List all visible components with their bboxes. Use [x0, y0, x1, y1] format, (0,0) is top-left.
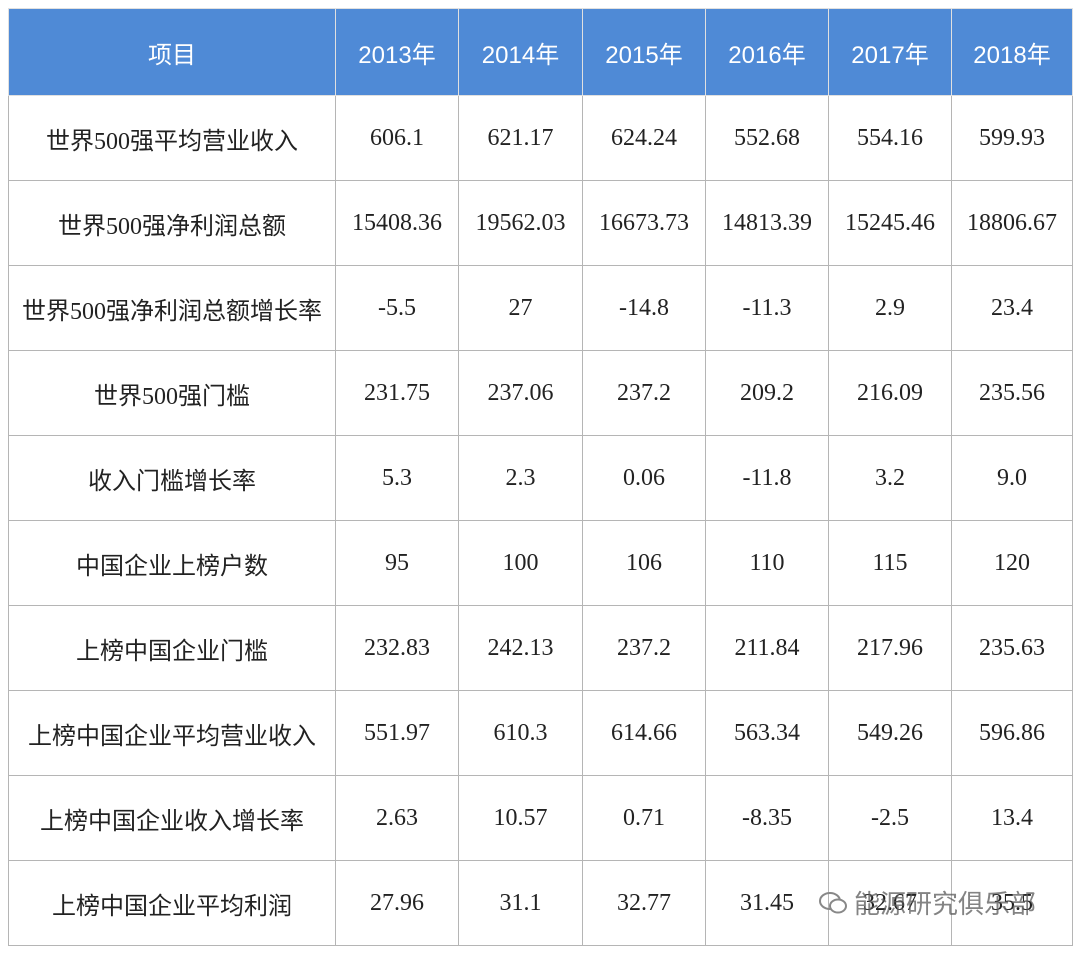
value-cell: 552.68	[705, 95, 829, 181]
row-label: 世界500强平均营业收入	[8, 95, 336, 181]
value-cell: 23.4	[951, 265, 1073, 351]
value-cell: 554.16	[828, 95, 952, 181]
table-row: 上榜中国企业平均利润 27.96 31.1 32.77 31.45 32.67 35.5	[8, 860, 1073, 946]
table-row: 上榜中国企业平均营业收入 551.97 610.3 614.66 563.34 549.2…	[8, 690, 1073, 776]
row-label: 世界500强净利润总额增长率	[8, 265, 336, 351]
value-cell: 18806.67	[951, 180, 1073, 266]
table-row: 世界500强平均营业收入 606.1 621.17 624.24 552.68 554.1…	[8, 95, 1073, 181]
row-label: 世界500强净利润总额	[8, 180, 336, 266]
value-cell: 549.26	[828, 690, 952, 776]
table-row: 收入门槛增长率 5.3 2.3 0.06 -11.8 3.2 9.0	[8, 435, 1073, 521]
watermark: 能源研究俱乐部	[818, 884, 1036, 921]
value-cell: 610.3	[458, 690, 583, 776]
value-cell: 27	[458, 265, 583, 351]
header-cell: 2016年	[705, 8, 829, 96]
value-cell: -11.8	[705, 435, 829, 521]
table-row: 中国企业上榜户数 95 100 106 110 115 120	[8, 520, 1073, 606]
value-cell: -8.35	[705, 775, 829, 861]
value-cell: 19562.03	[458, 180, 583, 266]
value-cell: 14813.39	[705, 180, 829, 266]
value-cell: 115	[828, 520, 952, 606]
header-cell: 2017年	[828, 8, 952, 96]
table-row: 世界500强净利润总额增长率 -5.5 27 -14.8 -11.3 2.9 23.4	[8, 265, 1073, 351]
table-row: 世界500强门槛 231.75 237.06 237.2 209.2 216.09 235.…	[8, 350, 1073, 436]
value-cell: 5.3	[335, 435, 459, 521]
header-cell: 项目	[8, 8, 336, 96]
value-cell: 31.1	[458, 860, 583, 946]
value-cell: 100	[458, 520, 583, 606]
value-cell: 232.83	[335, 605, 459, 691]
value-cell: 235.63	[951, 605, 1073, 691]
value-cell: 563.34	[705, 690, 829, 776]
value-cell: 209.2	[705, 350, 829, 436]
value-cell: 235.56	[951, 350, 1073, 436]
row-label: 中国企业上榜户数	[8, 520, 336, 606]
table-row: 世界500强净利润总额 15408.36 19562.03 16673.73 14813…	[8, 180, 1073, 266]
row-label: 上榜中国企业平均营业收入	[8, 690, 336, 776]
value-cell: 10.57	[458, 775, 583, 861]
row-label: 上榜中国企业收入增长率	[8, 775, 336, 861]
value-cell: 606.1	[335, 95, 459, 181]
row-label: 收入门槛增长率	[8, 435, 336, 521]
wechat-icon	[819, 891, 847, 913]
value-cell: 32.77	[582, 860, 706, 946]
value-cell: 614.66	[582, 690, 706, 776]
value-cell: 621.17	[458, 95, 583, 181]
value-cell: 237.2	[582, 350, 706, 436]
value-cell: 16673.73	[582, 180, 706, 266]
value-cell: 2.3	[458, 435, 583, 521]
value-cell: 596.86	[951, 690, 1073, 776]
value-cell: 2.9	[828, 265, 952, 351]
watermark-text: 能源研究俱乐部	[854, 890, 1037, 920]
value-cell: 13.4	[951, 775, 1073, 861]
table-row: 上榜中国企业收入增长率 2.63 10.57 0.71 -8.35 -2.5 13.4	[8, 775, 1073, 861]
value-cell: 624.24	[582, 95, 706, 181]
value-cell: 237.06	[458, 350, 583, 436]
value-cell: 0.71	[582, 775, 706, 861]
value-cell: -11.3	[705, 265, 829, 351]
value-cell: 599.93	[951, 95, 1073, 181]
value-cell: 35.5	[951, 860, 1073, 946]
row-label: 上榜中国企业门槛	[8, 605, 336, 691]
header-cell: 2015年	[582, 8, 706, 96]
row-label: 世界500强门槛	[8, 350, 336, 436]
header-row: 项目 2013年 2014年 2015年 2016年 2017年 2018年	[8, 8, 1073, 96]
value-cell: 3.2	[828, 435, 952, 521]
value-cell: 110	[705, 520, 829, 606]
header-cell: 2013年	[335, 8, 459, 96]
value-cell: 551.97	[335, 690, 459, 776]
value-cell: -2.5	[828, 775, 952, 861]
value-cell: 216.09	[828, 350, 952, 436]
data-table: 项目 2013年 2014年 2015年 2016年 2017年 2018年 世界500强平…	[8, 8, 1073, 946]
value-cell: 0.06	[582, 435, 706, 521]
value-cell: 9.0	[951, 435, 1073, 521]
value-cell: 15408.36	[335, 180, 459, 266]
value-cell: 242.13	[458, 605, 583, 691]
value-cell: 27.96	[335, 860, 459, 946]
value-cell: 2.63	[335, 775, 459, 861]
value-cell: 15245.46	[828, 180, 952, 266]
table-body: 世界500强平均营业收入 606.1 621.17 624.24 552.68 554.1…	[8, 95, 1073, 946]
header-cell: 2014年	[458, 8, 583, 96]
value-cell: 231.75	[335, 350, 459, 436]
header-cell: 2018年	[951, 8, 1073, 96]
value-cell: 32.67	[828, 860, 952, 946]
value-cell: 211.84	[705, 605, 829, 691]
value-cell: 95	[335, 520, 459, 606]
value-cell: 120	[951, 520, 1073, 606]
value-cell: 31.45	[705, 860, 829, 946]
table-row: 上榜中国企业门槛 232.83 242.13 237.2 211.84 217.96 235…	[8, 605, 1073, 691]
value-cell: 106	[582, 520, 706, 606]
value-cell: 237.2	[582, 605, 706, 691]
row-label: 上榜中国企业平均利润	[8, 860, 336, 946]
value-cell: 217.96	[828, 605, 952, 691]
value-cell: -5.5	[335, 265, 459, 351]
value-cell: -14.8	[582, 265, 706, 351]
